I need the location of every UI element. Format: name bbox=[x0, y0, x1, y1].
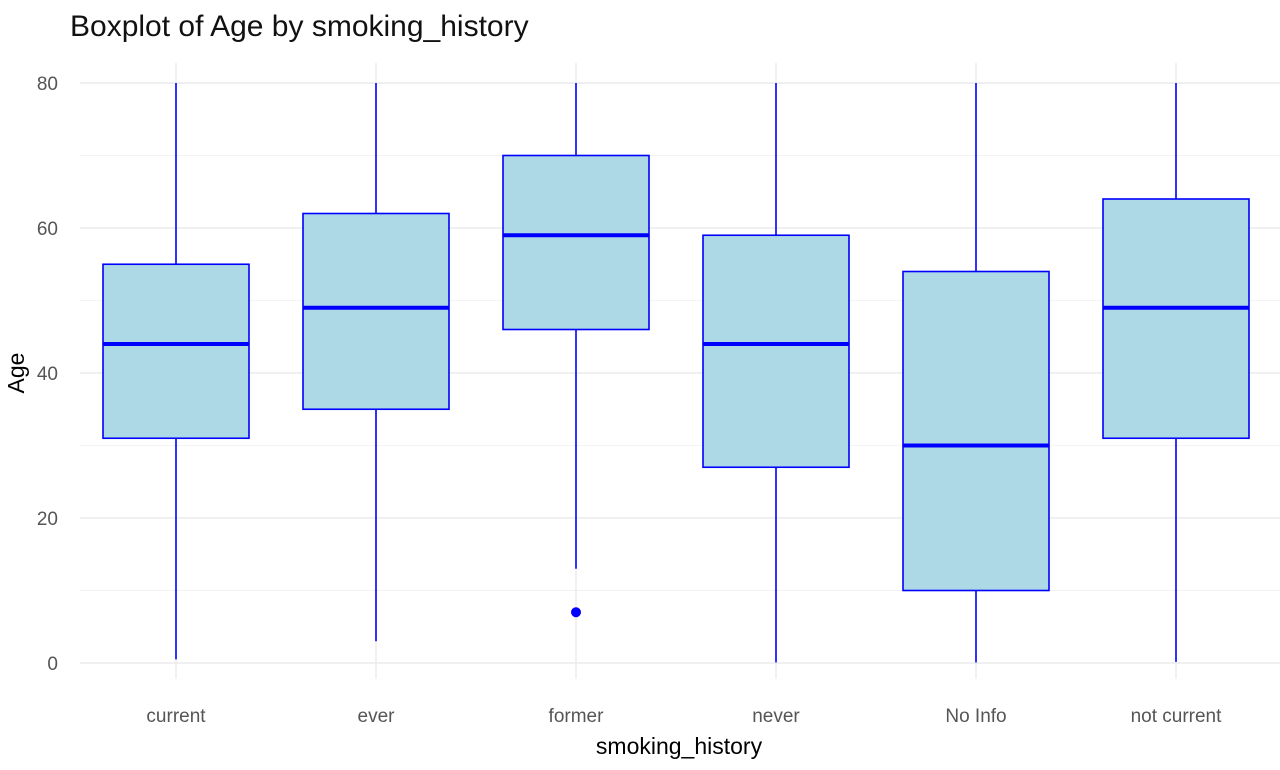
box-current bbox=[102, 83, 250, 660]
y-axis-title: Age bbox=[3, 353, 29, 394]
y-axis-ticks: 0 20 40 60 80 bbox=[37, 74, 58, 675]
iqr-box bbox=[502, 154, 650, 331]
x-tick-label: No Info bbox=[945, 706, 1006, 727]
x-tick-label: ever bbox=[358, 706, 396, 727]
x-tick-label: current bbox=[146, 706, 206, 727]
box-not-current bbox=[1102, 83, 1250, 662]
x-tick-label: never bbox=[752, 706, 800, 727]
chart-title: Boxplot of Age by smoking_history bbox=[70, 10, 529, 43]
y-tick-label: 80 bbox=[37, 74, 58, 95]
iqr-box bbox=[702, 234, 850, 469]
iqr-box bbox=[902, 270, 1050, 592]
box-former bbox=[502, 83, 650, 618]
y-tick-label: 60 bbox=[37, 219, 58, 240]
outlier-point bbox=[571, 607, 581, 618]
y-tick-label: 20 bbox=[37, 509, 58, 530]
x-tick-label: former bbox=[549, 706, 605, 727]
iqr-box bbox=[1102, 198, 1250, 440]
x-axis-title: smoking_history bbox=[596, 733, 763, 759]
x-axis-ticks: current ever former never No Info not current bbox=[146, 706, 1222, 727]
boxes bbox=[102, 83, 1250, 663]
iqr-box bbox=[302, 212, 450, 411]
iqr-box bbox=[102, 263, 250, 440]
y-tick-label: 40 bbox=[37, 364, 58, 385]
x-tick-label: not current bbox=[1131, 706, 1223, 727]
box-never bbox=[702, 83, 850, 663]
y-tick-label: 0 bbox=[47, 654, 58, 675]
grid bbox=[80, 63, 1280, 679]
box-no-info bbox=[902, 83, 1050, 663]
box-ever bbox=[302, 83, 450, 642]
